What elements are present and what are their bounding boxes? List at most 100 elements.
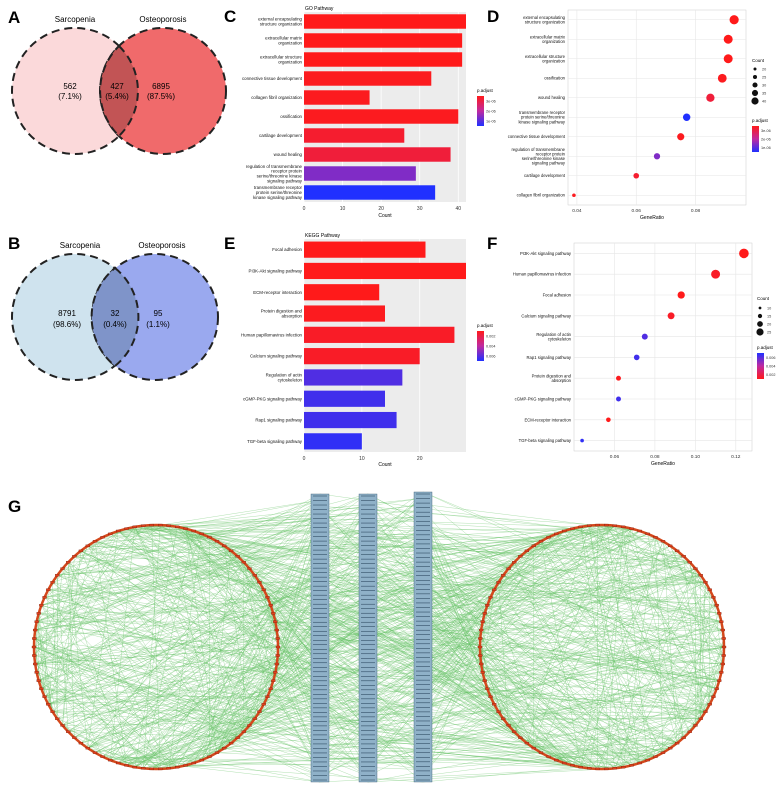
d-point — [706, 93, 715, 102]
ring-node — [235, 736, 240, 739]
ring-node — [241, 730, 246, 733]
d-point — [682, 113, 691, 121]
e-category-label: PI3K-Akt signaling pathway — [249, 268, 303, 273]
ring-node — [714, 604, 719, 607]
ring-node — [698, 574, 703, 577]
e-bar — [304, 241, 426, 258]
go-dot-color-legend-gradient — [752, 126, 759, 152]
ring-node — [653, 536, 658, 539]
venn-a-left-count: 562 — [63, 82, 77, 91]
kegg-dot-size-legend-label: 25 — [767, 331, 771, 335]
c-category-label: connective tissue development — [242, 76, 303, 81]
ring-node — [257, 710, 262, 713]
ring-node — [235, 555, 240, 558]
f-point — [616, 375, 621, 381]
ring-node — [241, 561, 246, 564]
ring-node — [271, 679, 276, 682]
go-dot-color-legend-tick: 1e-06 — [761, 146, 771, 150]
ring-node — [595, 767, 600, 771]
ring-node — [274, 662, 279, 666]
d-point — [723, 54, 733, 64]
ring-node — [660, 540, 666, 543]
f-point — [616, 396, 621, 402]
c-bar — [304, 14, 466, 29]
kegg-dot-size-legend-label: 15 — [767, 315, 771, 319]
ring-node — [681, 555, 686, 558]
ring-node — [31, 645, 37, 649]
ring-node — [274, 628, 279, 632]
go-dot-xlabel: GeneRatio — [640, 215, 664, 221]
ring-node — [36, 612, 41, 615]
ring-node — [183, 527, 188, 530]
ring-node — [479, 662, 484, 666]
ring-node — [711, 596, 716, 599]
ring-node — [252, 717, 257, 720]
f-category-label: Regulation of actin cytoskeleton — [536, 332, 571, 342]
ring-node — [485, 687, 490, 690]
ring-node — [479, 628, 484, 632]
d-point — [572, 193, 576, 198]
go-bar-legend-title: p.adjust — [477, 88, 494, 93]
ring-node — [141, 767, 146, 770]
d-point — [677, 133, 685, 141]
ring-node — [645, 532, 650, 536]
ring-node — [66, 561, 71, 564]
e-bar — [304, 390, 385, 407]
venn-a-overlap-count: 427 — [110, 82, 124, 91]
kegg-dot-color-legend-tick: 0.004 — [766, 365, 776, 369]
e-category-label: Protein digestion and absorption — [261, 309, 303, 319]
ring-node — [506, 724, 511, 727]
ring-node — [100, 755, 105, 758]
c-xtick-label: 10 — [340, 206, 346, 212]
ring-node — [668, 544, 673, 548]
e-bar — [304, 284, 380, 301]
ring-node — [681, 736, 686, 739]
ring-node — [717, 612, 722, 615]
ring-node — [175, 765, 180, 769]
ring-node — [637, 529, 642, 533]
ring-node — [501, 717, 506, 720]
kegg-dot-size-legend-label: 20 — [767, 323, 771, 327]
ring-node — [42, 695, 47, 698]
f-category-label: TGF-beta signaling pathway — [519, 438, 572, 443]
ring-node — [578, 525, 583, 529]
ring-node — [60, 724, 65, 727]
ring-node — [78, 549, 84, 553]
c-xtick-label: 40 — [456, 206, 462, 212]
kegg-dot-color-legend-gradient — [757, 353, 764, 379]
e-bar — [304, 326, 455, 343]
ring-node — [604, 767, 609, 771]
d-category-label: collagen fibril organization — [517, 193, 566, 198]
go-dot-size-legend-dot — [751, 97, 759, 105]
ring-node — [275, 637, 280, 640]
ring-node — [92, 540, 98, 543]
kegg-dot-size-legend-dot — [757, 321, 763, 327]
go-dot-size-legend-title: Count — [752, 58, 765, 63]
network-node-column — [413, 491, 433, 783]
d-category-label: wound healing — [538, 95, 566, 100]
e-bar — [304, 433, 362, 450]
go-dot-plot-area — [567, 9, 747, 206]
venn-b-overlap-pct: (0.4%) — [103, 320, 127, 329]
ring-node — [703, 710, 708, 713]
c-category-label: collagen fibril organization — [251, 95, 302, 100]
d-point — [723, 34, 733, 44]
ring-node — [714, 687, 719, 690]
ring-node — [512, 561, 517, 564]
ring-node — [478, 654, 483, 657]
ring-node — [34, 620, 39, 623]
f-point — [667, 312, 675, 320]
e-category-label: Calcium signaling pathway — [250, 354, 303, 359]
ring-node — [261, 588, 266, 591]
ring-node — [39, 604, 44, 607]
ring-node — [719, 620, 724, 623]
ring-node — [478, 637, 483, 640]
ring-node — [531, 746, 536, 750]
ring-node — [228, 549, 234, 553]
ring-node — [496, 581, 501, 584]
ring-node — [214, 540, 220, 543]
d-category-label: cartilage development — [524, 173, 566, 178]
venn-a-left-pct: (7.1%) — [58, 92, 82, 101]
ring-node — [55, 717, 60, 720]
f-point — [606, 417, 611, 423]
